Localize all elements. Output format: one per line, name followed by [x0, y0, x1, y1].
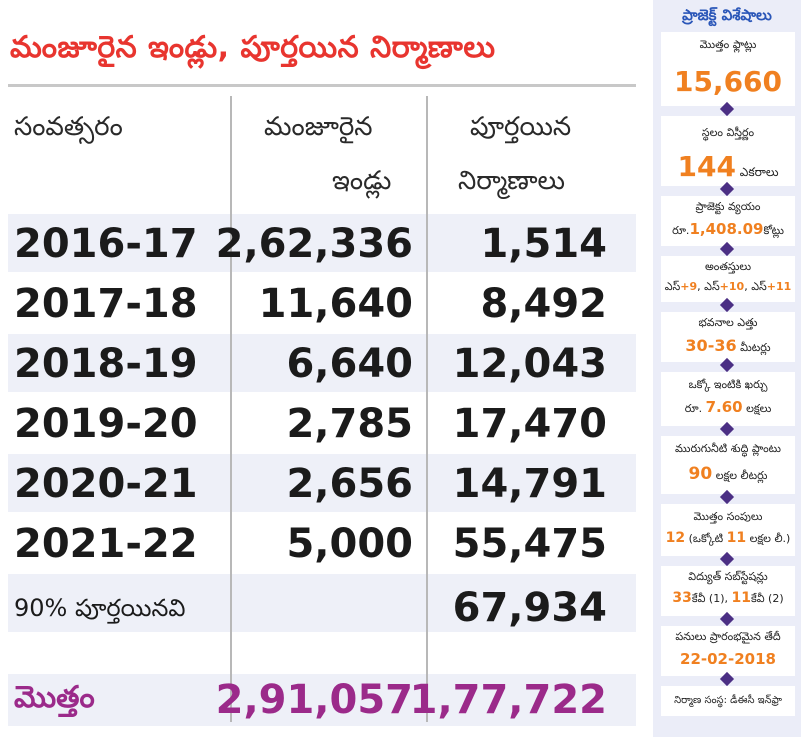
fact-value: +9 [680, 280, 698, 293]
header-year: సంవత్సరం [14, 112, 123, 142]
fact-value-line: రూ.1,408.09కోట్లు [661, 220, 795, 240]
fact-label: స్థలం విస్తీర్ణం [701, 126, 755, 139]
year-cell: 2020-21 [14, 461, 198, 507]
fact-prefix: రూ. [684, 402, 703, 415]
fact-label: మొత్తం సంపులు [693, 510, 763, 523]
total-label: మొత్తం [14, 680, 95, 715]
total-completed-cell: 1,77,722 [409, 677, 607, 723]
housing-table: మంజూరైన ఇండ్లు, పూర్తయిన నిర్మాణాలు సంవత… [8, 30, 636, 726]
fact-value: +11 [766, 280, 792, 293]
column-divider [230, 96, 232, 722]
partial-completed-cell: 67,934 [452, 585, 607, 631]
header-sanctioned-line2: ఇండ్లు [332, 166, 392, 196]
fact-label: ఒక్కో ఇంటికి ఖర్చు [688, 378, 768, 391]
fact-cost-per-house: ఒక్కో ఇంటికి ఖర్చు రూ. 7.60 లక్షలు [661, 372, 795, 426]
fact-sumps: మొత్తం సంపులు 12 (ఒక్కోటి 11 లక్షల లీ.) [661, 504, 795, 556]
fact-substations: విద్యుత్ సబ్‌స్టేషన్లు 33కేవీ (1), 11కేవ… [661, 566, 795, 616]
year-cell: 2018-19 [14, 341, 198, 387]
fact-value: 144 [677, 150, 736, 183]
row-band [8, 674, 636, 726]
fact-value-line: 33కేవీ (1), 11కేవీ (2) [661, 590, 795, 608]
fact-label: భవనాల ఎత్తు [698, 316, 758, 329]
fact-label: అంతస్తులు [704, 260, 752, 273]
header-completed-line2: నిర్మాణాలు [458, 166, 565, 196]
completed-cell: 55,475 [452, 521, 607, 567]
year-cell: 2017-18 [14, 281, 198, 327]
completed-cell: 1,514 [480, 221, 607, 267]
completed-cell: 14,791 [452, 461, 607, 507]
completed-cell: 12,043 [452, 341, 607, 387]
fact-sewage-plant: మురుగునీటి శుద్ధి ప్లాంటు 90 లక్షల లీటర్… [661, 436, 795, 494]
row-band [8, 334, 636, 392]
fact-value: 1,408.09 [689, 220, 764, 238]
sanctioned-cell: 6,640 [286, 341, 413, 387]
fact-label: విద్యుత్ సబ్‌స్టేషన్లు [688, 570, 768, 583]
fact-unit: లక్షల లీటర్లు [715, 469, 768, 482]
total-sanctioned-cell: 2,91,057 [215, 677, 413, 723]
fact-value-line: రూ. 7.60 లక్షలు [661, 398, 795, 418]
sanctioned-cell: 2,656 [286, 461, 413, 507]
completed-cell: 8,492 [480, 281, 607, 327]
fact-prefix: , ఎస్ [744, 280, 767, 293]
fact-height: భవనాల ఎత్తు 30-36 మీటర్లు [661, 312, 795, 362]
fact-unit: కేవీ (1), [691, 592, 732, 605]
fact-value: 12 [665, 530, 686, 546]
fact-value: 33 [672, 590, 692, 606]
row-band [8, 454, 636, 512]
fact-label: మురుగునీటి శుద్ధి ప్లాంటు [675, 442, 781, 455]
fact-total-flats: మొత్తం ఫ్లాట్లు 15,660 [661, 32, 795, 106]
fact-value: +10 [719, 280, 745, 293]
fact-value-line: 90 లక్షల లీటర్లు [661, 464, 795, 485]
fact-start-date: పనులు ప్రారంభమైన తేదీ 22-02-2018 [661, 626, 795, 676]
fact-unit: లక్షలు [746, 402, 772, 415]
sanctioned-cell: 2,62,336 [215, 221, 413, 267]
year-cell: 2019-20 [14, 401, 198, 447]
sanctioned-cell: 11,640 [258, 281, 413, 327]
fact-value: 11 [731, 590, 751, 606]
fact-value-line: 12 (ఒక్కోటి 11 లక్షల లీ.) [661, 530, 795, 548]
fact-floors: అంతస్తులు ఎస్+9, ఎస్+10, ఎస్+11 [661, 256, 795, 302]
fact-text: (ఒక్కోటి [685, 532, 727, 545]
fact-text: లక్షల లీ.) [746, 532, 791, 545]
fact-prefix: ఎస్ [664, 280, 681, 293]
completed-cell: 17,470 [452, 401, 607, 447]
sidebar-title: ప్రాజెక్ట్ విశేషాలు [682, 6, 772, 24]
fact-value-line: 144 ఎకరాలు [661, 150, 795, 183]
fact-value: 7.60 [705, 398, 743, 416]
fact-value: 11 [726, 530, 747, 546]
partial-label: 90% పూర్తయినవి [14, 594, 186, 622]
project-facts-sidebar: ప్రాజెక్ట్ విశేషాలు మొత్తం ఫ్లాట్లు 15,6… [653, 0, 801, 737]
fact-value: 30-36 [685, 336, 737, 355]
fact-label: నిర్మాణ సంస్థ: డీఈసీ ఇన్‌ఫ్రా [674, 695, 782, 706]
sanctioned-cell: 5,000 [286, 521, 413, 567]
fact-value-line: 30-36 మీటర్లు [661, 336, 795, 357]
year-cell: 2016-17 [14, 221, 198, 267]
fact-value: 90 [688, 464, 713, 484]
fact-value-line: ఎస్+9, ఎస్+10, ఎస్+11 [661, 280, 795, 296]
fact-prefix: , ఎస్ [697, 280, 720, 293]
fact-value: 22-02-2018 [680, 650, 776, 668]
fact-area: స్థలం విస్తీర్ణం 144 ఎకరాలు [661, 116, 795, 186]
sanctioned-cell: 2,785 [286, 401, 413, 447]
fact-unit: ఎకరాలు [739, 165, 779, 179]
fact-builder: నిర్మాణ సంస్థ: డీఈసీ ఇన్‌ఫ్రా [661, 686, 795, 716]
fact-label: పనులు ప్రారంభమైన తేదీ [675, 630, 781, 643]
column-divider [426, 96, 428, 722]
header-sanctioned-line1: మంజూరైన [264, 112, 373, 142]
year-cell: 2021-22 [14, 521, 198, 567]
fact-cost: ప్రాజెక్టు వ్యయం రూ.1,408.09కోట్లు [661, 196, 795, 246]
fact-value: 15,660 [673, 65, 783, 98]
table-title: మంజూరైన ఇండ్లు, పూర్తయిన నిర్మాణాలు [10, 30, 496, 65]
fact-prefix: రూ. [672, 224, 690, 237]
row-band [8, 214, 636, 272]
title-divider [8, 84, 636, 87]
fact-unit: కేవీ (2) [750, 592, 784, 605]
fact-unit: కోట్లు [763, 224, 784, 237]
fact-label: మొత్తం ఫ్లాట్లు [699, 38, 757, 51]
row-band [8, 574, 636, 632]
header-completed-line1: పూర్తయిన [470, 112, 572, 142]
fact-unit: మీటర్లు [740, 341, 771, 354]
fact-label: ప్రాజెక్టు వ్యయం [695, 200, 761, 213]
